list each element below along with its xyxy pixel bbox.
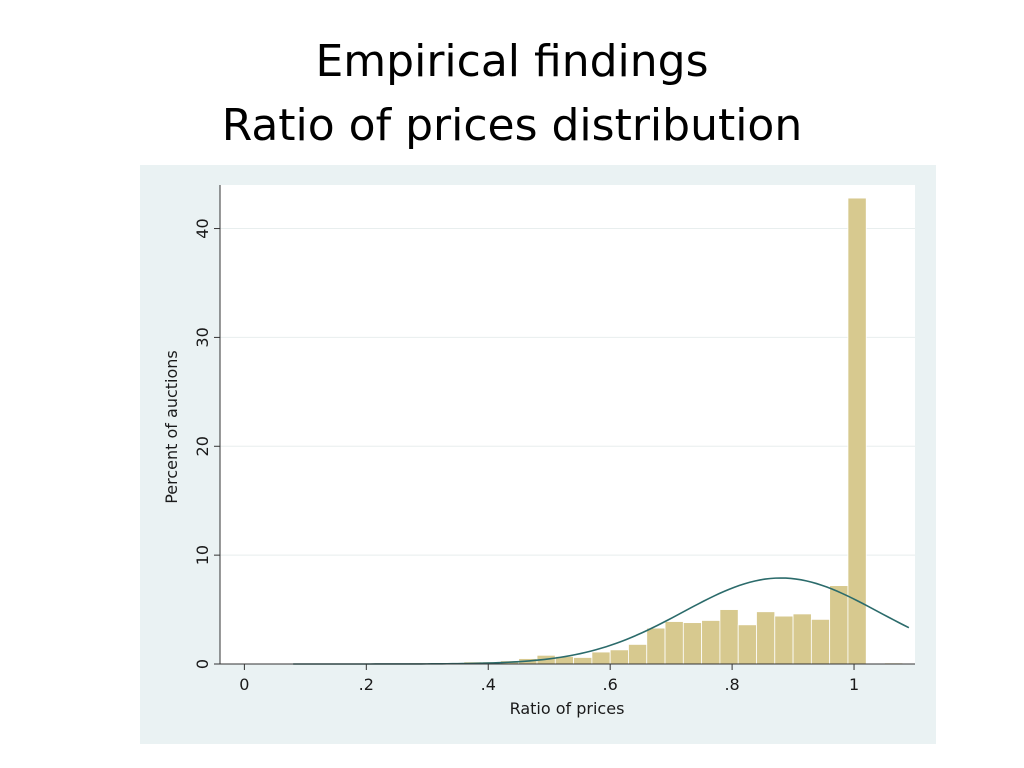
histogram-bar: [664, 621, 684, 665]
histogram-bar: [847, 197, 867, 665]
y-tick-label: 20: [193, 436, 212, 456]
histogram-bar: [719, 609, 739, 665]
slide-title-line-2: Ratio of prices distribution: [221, 100, 803, 151]
x-tick-label: .8: [724, 675, 739, 694]
x-tick-label: .4: [481, 675, 496, 694]
x-tick-label: 0: [239, 675, 249, 694]
histogram-bar: [792, 613, 812, 665]
x-tick-label: 1: [849, 675, 859, 694]
histogram-bar: [628, 644, 648, 665]
histogram-bar: [810, 618, 831, 665]
slide-title-line-1: Empirical findings: [315, 36, 709, 87]
plot-area: [220, 185, 915, 664]
chart-frame: 0 .2 .4 .6 .8 1 0 10 20 30 40 Ratio of prices Per…: [140, 165, 936, 744]
histogram-bar: [573, 657, 593, 665]
y-tick-label: 40: [193, 218, 212, 238]
x-tick-label: .6: [603, 675, 618, 694]
axes: [219, 185, 915, 665]
y-axis-label: Percent of auctions: [162, 350, 181, 504]
histogram-bar: [829, 585, 849, 665]
histogram-bar: [609, 649, 629, 665]
histogram-chart: 0 .2 .4 .6 .8 1 0 10 20 30 40 Ratio of prices Per…: [140, 165, 936, 744]
histogram-bar: [774, 615, 794, 665]
slide-title: Empirical findings Ratio of prices distr…: [0, 30, 1024, 158]
histogram-bar: [591, 651, 611, 665]
histogram-bar: [646, 627, 666, 665]
y-tick-label: 10: [193, 545, 212, 565]
gridlines: [220, 228, 915, 556]
y-tick-label: 0: [193, 659, 212, 669]
histogram-bar: [756, 611, 776, 665]
histogram-bar: [737, 624, 757, 665]
histogram-bar: [682, 622, 703, 665]
y-axis-ticks: 0 10 20 30 40: [193, 218, 220, 669]
x-tick-label: .2: [359, 675, 374, 694]
x-axis-label: Ratio of prices: [510, 699, 625, 718]
histogram-bar: [701, 620, 721, 665]
x-axis-ticks: 0 .2 .4 .6 .8 1: [239, 664, 859, 694]
y-tick-label: 30: [193, 327, 212, 347]
